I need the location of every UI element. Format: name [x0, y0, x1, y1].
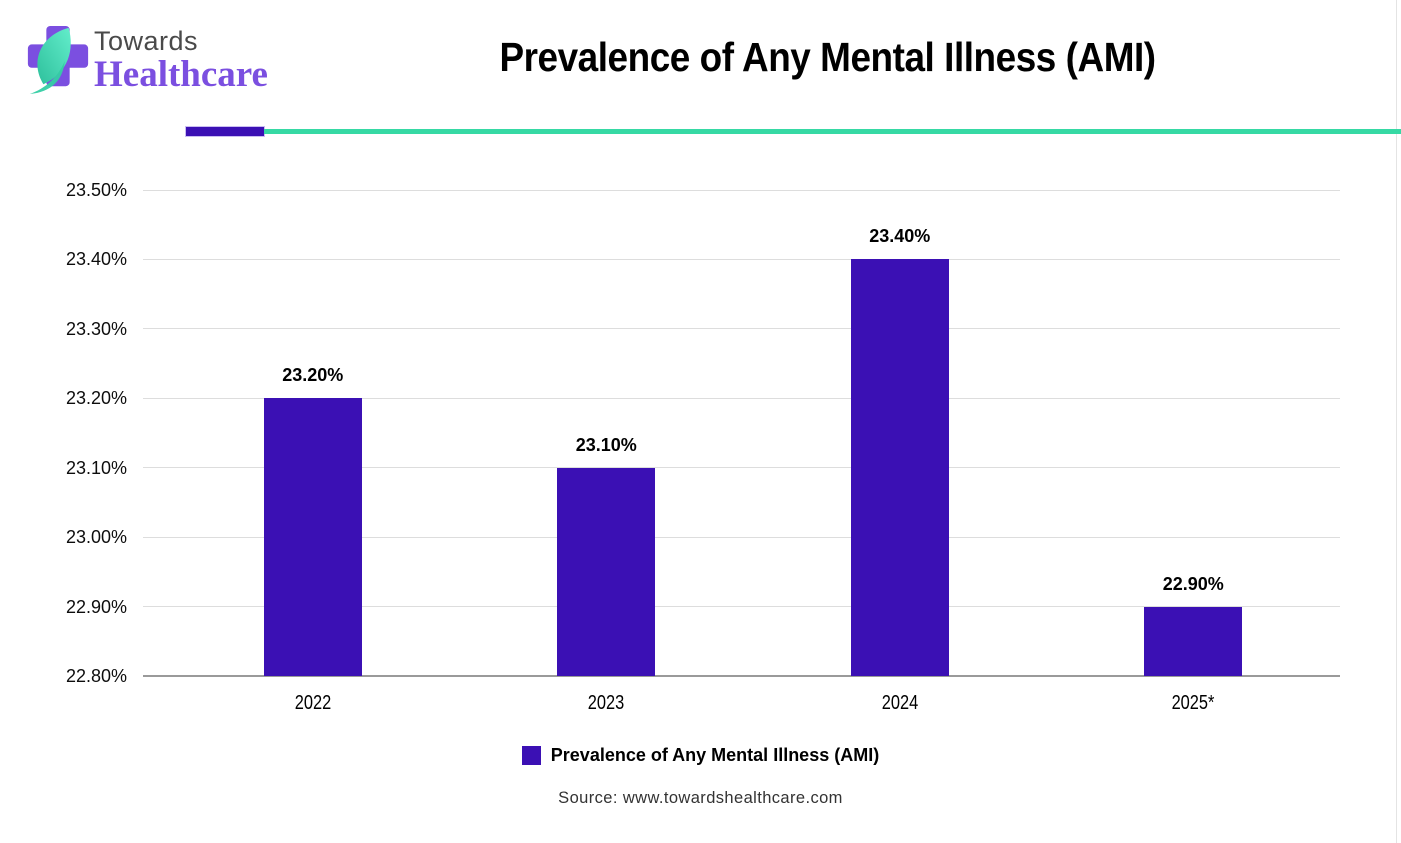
x-axis-label: 2022 [294, 692, 331, 714]
y-tick-label: 23.10% [65, 457, 127, 478]
x-axis-label: 2023 [588, 692, 625, 714]
x-axis-label: 2024 [881, 692, 918, 714]
y-tick-label: 23.40% [65, 249, 127, 270]
y-tick-label: 22.90% [65, 596, 127, 617]
logo-towards-text: Towards [94, 26, 199, 56]
bar-value-label: 23.10% [575, 434, 637, 455]
y-tick-label: 22.80% [65, 666, 127, 686]
divider-line-teal [264, 129, 1401, 134]
y-gridline [143, 606, 1340, 608]
y-gridline [143, 467, 1340, 469]
legend-color-swatch [521, 746, 541, 765]
cross-leaf-icon [27, 25, 89, 94]
bar-chart-plot: 23.50% 23.40% 23.30% 23.20% 23.10% 23.00% 22.9… [66, 180, 1340, 714]
y-tick-label: 23.00% [65, 527, 127, 548]
logo-wordmark: Towards Healthcare [94, 20, 268, 95]
y-gridline [143, 258, 1340, 260]
bar-2025* [1144, 606, 1243, 676]
leaf-icon [29, 27, 71, 94]
x-axis-line [143, 675, 1340, 677]
chart-legend: Prevalence of Any Mental Illness (AMI) [0, 745, 1401, 766]
y-gridline [143, 397, 1340, 399]
bar-2022 [263, 398, 362, 676]
bar-2023 [557, 467, 656, 676]
chart-title: Prevalence of Any Mental Illness (AMI) [499, 34, 1157, 80]
page-right-border [1396, 0, 1397, 843]
bar-value-label: 22.90% [1162, 573, 1224, 594]
y-tick-label: 23.30% [65, 318, 127, 339]
y-gridline [143, 328, 1340, 330]
logo-healthcare-text: Healthcare [94, 54, 268, 95]
bar-value-label: 23.20% [282, 365, 344, 386]
bar-value-label: 23.40% [869, 226, 931, 247]
towards-healthcare-logo: Towards Healthcare [24, 20, 268, 98]
x-axis-label: 2025* [1171, 692, 1215, 714]
y-gridline [143, 536, 1340, 538]
bar-2024 [850, 259, 949, 676]
source-text: Source: www.towardshealthcare.com [558, 789, 843, 807]
y-tick-label: 23.50% [65, 180, 127, 200]
legend-label: Prevalence of Any Mental Illness (AMI) [550, 745, 880, 765]
divider-accent-purple [185, 126, 265, 137]
y-tick-label: 23.20% [65, 388, 127, 409]
y-gridline [143, 189, 1340, 191]
